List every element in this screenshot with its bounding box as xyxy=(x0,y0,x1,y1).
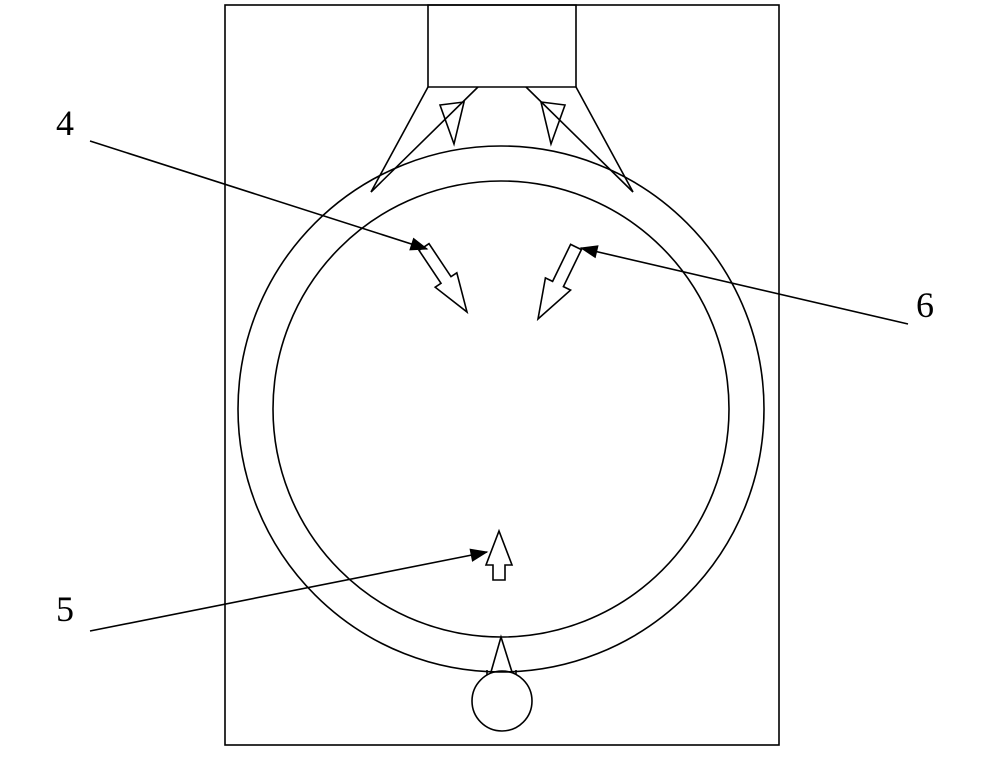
label-6: 6 xyxy=(916,284,934,326)
diagram-svg xyxy=(0,0,1000,762)
diagram-container: 4 5 6 xyxy=(0,0,1000,762)
label-5: 5 xyxy=(56,588,74,630)
label-4: 4 xyxy=(56,102,74,144)
